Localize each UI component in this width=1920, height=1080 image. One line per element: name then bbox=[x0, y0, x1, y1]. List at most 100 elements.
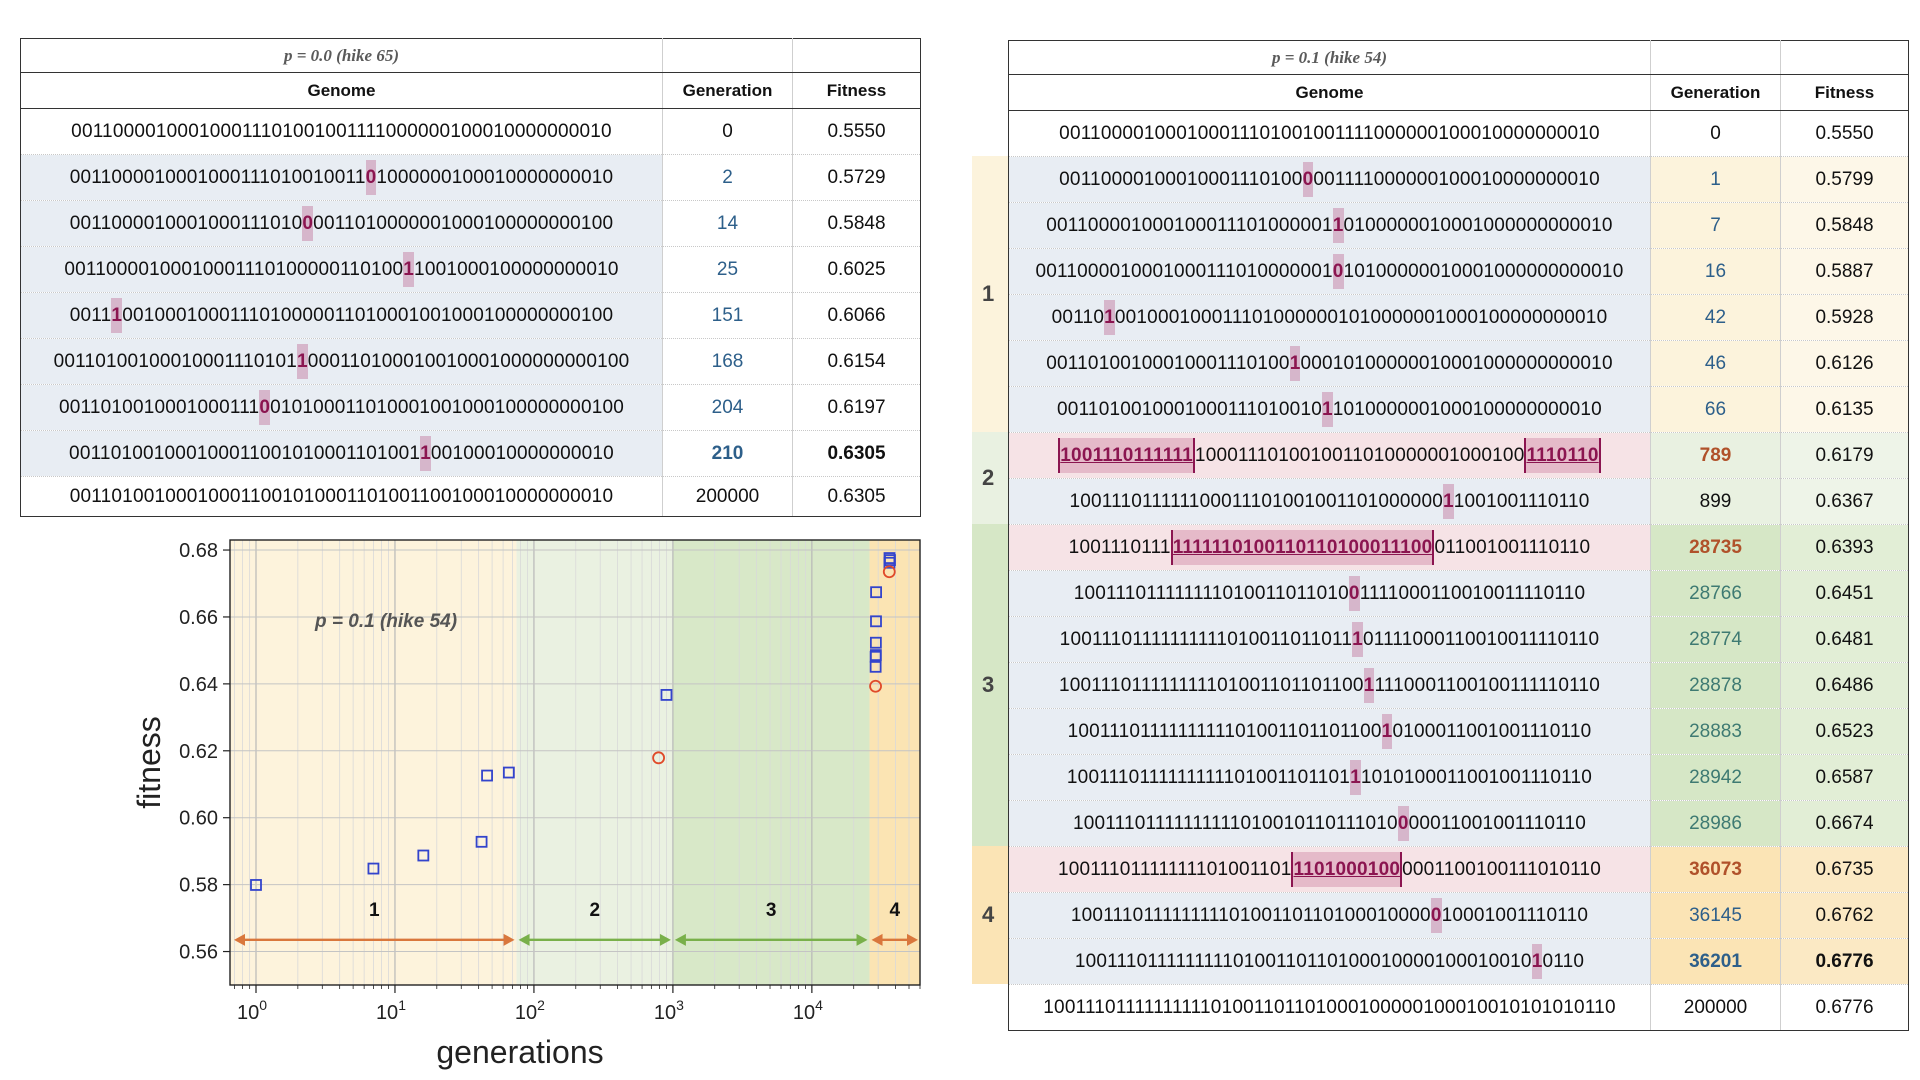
y-tick-label: 0.66 bbox=[179, 607, 218, 629]
fitness-cell: 0.6735 bbox=[1780, 846, 1909, 893]
fitness-cell: 0.5848 bbox=[792, 200, 921, 247]
table-row: 0011000010001000111010010011110000001000… bbox=[20, 108, 921, 155]
data-point-square bbox=[869, 636, 882, 649]
genome-segment: 00110000100010001110100 bbox=[1059, 168, 1303, 190]
table-row: 0011100100010001110100000110100010010001… bbox=[20, 292, 921, 339]
genome-segment: 1 bbox=[111, 297, 123, 333]
data-point-square bbox=[367, 862, 380, 875]
genome-cell: 1001110111111111010011011010001000010001… bbox=[1008, 938, 1651, 985]
genome-segment: 0011000010001000111010010011110000001000… bbox=[71, 120, 612, 142]
genome-segment: 00110000100010001110100000110100 bbox=[64, 258, 404, 280]
genome-segment: 00110100100010001110100 bbox=[1046, 352, 1290, 374]
table-title-row: p = 0.1 (hike 54) bbox=[1008, 40, 1909, 75]
genome-segment: 10001001110110 bbox=[1441, 904, 1589, 926]
fitness-cell: 0.6451 bbox=[1780, 570, 1909, 617]
genome-segment: 0 bbox=[1348, 575, 1360, 611]
genome-segment: 00011001001110110 bbox=[1408, 812, 1586, 834]
plot-frame bbox=[229, 539, 921, 986]
table-row: 1001110111 1111110100110110100011100 01100… bbox=[1008, 524, 1909, 571]
phase-label: 4 bbox=[982, 902, 995, 927]
data-point-square bbox=[660, 689, 673, 701]
genome-segment: 1001110111111111101001101101 bbox=[1066, 766, 1351, 788]
generation-cell: 789 bbox=[1650, 432, 1781, 479]
table-row: 1001110111111111101001101101110101000110… bbox=[1008, 754, 1909, 801]
data-point-square bbox=[869, 649, 882, 661]
genome-cell: 0011000010001000111010010011110000001000… bbox=[1008, 110, 1651, 157]
data-point-circle bbox=[882, 565, 896, 579]
phase-arrow-head bbox=[503, 933, 515, 946]
table-row: 0011000010001000111010000011010000001000… bbox=[1008, 202, 1909, 249]
table-row: 0011010010001000111010010110100000010001… bbox=[1008, 386, 1909, 433]
genome-segment: 01111000110010011110110 bbox=[1362, 628, 1600, 650]
genome-cell: 0011000010001000111010000110100000010001… bbox=[20, 200, 663, 247]
genome-segment: 0011010010001000111 bbox=[58, 396, 260, 418]
data-point-square bbox=[870, 615, 882, 628]
phase-arrow-head bbox=[674, 933, 686, 946]
phase-label: 2 bbox=[982, 465, 995, 490]
generation-cell: 28774 bbox=[1650, 616, 1781, 663]
y-axis-label: fitness bbox=[131, 716, 167, 808]
fitness-header: Fitness bbox=[1780, 74, 1909, 111]
genome-cell: 1001110111111110100110110100111100011001… bbox=[1008, 570, 1651, 617]
table-row: 1001110111111 100011101001001101000000100… bbox=[1008, 432, 1909, 479]
phase-number: 4 bbox=[889, 900, 900, 921]
fitness-cell: 0.5928 bbox=[1780, 294, 1909, 341]
genome-segment: 0 bbox=[302, 205, 314, 241]
fitness-cell: 0.6776 bbox=[1780, 984, 1909, 1031]
genome-segment: 1 bbox=[1442, 483, 1454, 519]
genome-cell: 0011000010001000111010010011110000001000… bbox=[20, 108, 663, 155]
fitness-cell: 0.6066 bbox=[792, 292, 921, 339]
genome-cell: 0011010010001000110010100011010011001000… bbox=[20, 476, 663, 517]
genome-cell: 0011000010001000111010000011110000001000… bbox=[1008, 156, 1651, 203]
generation-header: Generation bbox=[1650, 74, 1781, 111]
table-header-row: Genome Generation Fitness bbox=[20, 72, 921, 109]
genome-cell: 1001110111111111101001101101110111100011… bbox=[1008, 616, 1651, 663]
x-tick-exponent: 0 bbox=[259, 997, 267, 1013]
generation-cell: 204 bbox=[662, 384, 793, 431]
generation-cell: 7 bbox=[1650, 202, 1781, 249]
table-row: 0011010010001000110010100011010011001000… bbox=[20, 430, 921, 477]
genome-segment: 1010000001000100000000010 bbox=[1332, 398, 1602, 420]
table-row: 0011000010001000111010000011010011001000… bbox=[20, 246, 921, 293]
y-tick-label: 0.64 bbox=[179, 674, 218, 696]
table-row: 0011000010001000111010000001010100000010… bbox=[1008, 248, 1909, 295]
data-point-square bbox=[884, 554, 896, 566]
genome-cell: 1001110111111111101001101101000100000100… bbox=[1008, 984, 1651, 1031]
genome-segment: 1000000100010000000010 bbox=[376, 166, 614, 188]
phase-band: 4 bbox=[972, 846, 1008, 984]
x-tick-label: 100 bbox=[237, 997, 267, 1024]
fitness-cell: 0.6587 bbox=[1780, 754, 1909, 801]
genome-cell: 0011010010001000110010100011010011001000… bbox=[20, 430, 663, 477]
table-row: 1001110111111111101001101101000100000100… bbox=[1008, 984, 1909, 1031]
x-tick-base: 10 bbox=[793, 1002, 815, 1024]
genome-cell: 1001110111111 100011101001001101000000100… bbox=[1008, 432, 1651, 479]
genome-segment: 0 bbox=[1430, 897, 1442, 933]
x-tick-label: 104 bbox=[793, 997, 823, 1024]
genome-cell: 0011000010001000111010000001010100000010… bbox=[1008, 248, 1651, 295]
genome-segment: 1 bbox=[297, 343, 308, 379]
left-genome-table: p = 0.0 (hike 65) Genome Generation Fitn… bbox=[20, 38, 921, 517]
genome-cell: 1001110111111111010011011011001111000110… bbox=[1008, 662, 1651, 709]
fitness-header: Fitness bbox=[792, 72, 921, 109]
generation-cell: 46 bbox=[1650, 340, 1781, 387]
generation-cell: 210 bbox=[662, 430, 793, 477]
genome-header: Genome bbox=[1008, 74, 1651, 111]
genome-segment: 1111000110010011110110 bbox=[1359, 582, 1586, 604]
fitness-cell: 0.5550 bbox=[792, 108, 921, 155]
generation-cell: 899 bbox=[1650, 478, 1781, 525]
generation-cell: 14 bbox=[662, 200, 793, 247]
phase-arrow-head bbox=[856, 933, 868, 946]
generation-cell: 151 bbox=[662, 292, 793, 339]
genome-segment: 0 bbox=[1302, 161, 1314, 197]
genome-segment: 1 bbox=[1352, 621, 1363, 657]
generation-cell: 0 bbox=[662, 108, 793, 155]
generation-cell: 66 bbox=[1650, 386, 1781, 433]
genome-segment: 0110 bbox=[1542, 950, 1585, 972]
table-title-row: p = 0.0 (hike 65) bbox=[20, 38, 921, 73]
genome-cell: 0011010010001000111010010001010000001000… bbox=[1008, 340, 1651, 387]
generation-cell: 25 bbox=[662, 246, 793, 293]
x-tick-label: 103 bbox=[654, 997, 684, 1024]
genome-segment: 100111011111111101001101101100 bbox=[1058, 674, 1364, 696]
table-row: 1001110111111000111010010011010000001100… bbox=[1008, 478, 1909, 525]
